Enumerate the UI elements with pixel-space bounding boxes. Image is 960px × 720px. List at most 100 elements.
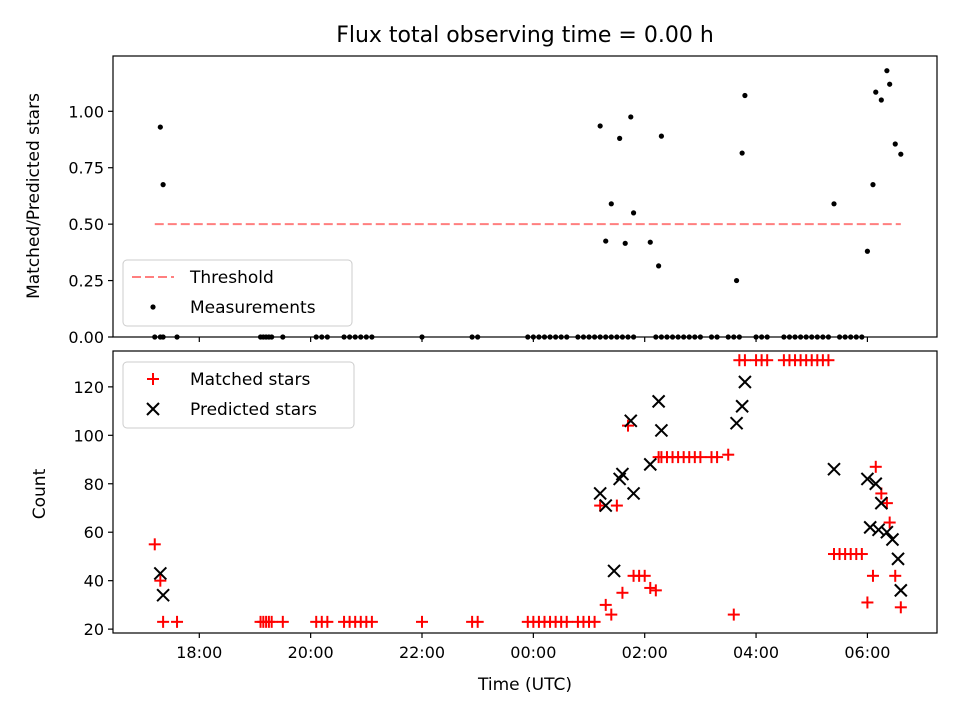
matched-point <box>157 615 170 628</box>
matched-point <box>471 615 484 628</box>
matched-point <box>894 601 907 614</box>
bottom-plot-area <box>148 354 908 628</box>
bottom-y-tick-label: 20 <box>84 620 104 639</box>
measurement-point <box>742 92 748 99</box>
matched-point <box>649 584 662 597</box>
bottom-x-axis-label: Time (UTC) <box>477 675 572 695</box>
measurement-point <box>630 210 637 216</box>
bottom-x-axis: 18:00 20:00 22:00 00:00 02:00 04:00 06:00 <box>176 633 890 662</box>
matched-point <box>722 448 735 461</box>
matched-point <box>599 598 612 611</box>
bottom-x-tick-label: 06:00 <box>844 643 890 662</box>
predicted-point <box>860 472 875 486</box>
measurement-point <box>597 123 603 129</box>
bottom-y-tick-label: 60 <box>84 523 104 542</box>
matched-legend-label: Matched stars <box>190 370 310 390</box>
predicted-point <box>885 532 900 547</box>
predicted-point <box>643 457 657 472</box>
predicted-point <box>871 523 886 537</box>
top-axes-frame <box>112 55 938 338</box>
predicted-point <box>599 498 613 513</box>
predicted-point <box>880 525 894 539</box>
bottom-x-tick-label: 04:00 <box>733 643 779 662</box>
matched-point <box>727 608 740 621</box>
measurement-point <box>658 133 665 139</box>
predicted-point <box>593 486 607 501</box>
top-chart-title: Flux total observing time = 0.00 h <box>336 23 714 48</box>
measurement-point <box>884 68 890 74</box>
measurement-point <box>892 141 898 147</box>
matched-point <box>365 615 378 628</box>
matched-legend-swatch <box>147 373 159 385</box>
matched-point <box>154 574 167 587</box>
top-plot-area <box>152 68 904 340</box>
predicted-point <box>738 375 752 389</box>
top-y-tick-label: 0.50 <box>68 215 104 234</box>
predicted-point <box>607 564 621 578</box>
measurements-legend-swatch <box>150 304 156 310</box>
matched-point <box>869 460 882 473</box>
matched-point <box>594 499 607 512</box>
measurement-point <box>622 240 628 246</box>
matched-point <box>605 608 618 621</box>
matched-point <box>866 569 879 582</box>
matched-point <box>265 615 278 628</box>
bottom-y-tick-label: 120 <box>73 378 104 397</box>
bottom-x-tick-label: 22:00 <box>399 643 445 662</box>
bottom-axes-frame <box>112 350 938 634</box>
measurement-point <box>647 239 653 245</box>
matched-point <box>855 548 868 561</box>
bottom-y-axis: 20 40 60 80 100 120 <box>73 378 113 639</box>
measurement-point <box>160 182 166 188</box>
predicted-point <box>827 462 841 476</box>
predicted-point <box>874 496 889 510</box>
measurement-point <box>733 277 740 284</box>
measurements-legend-label: Measurements <box>190 298 316 318</box>
top-legend: Threshold Measurements <box>122 259 353 327</box>
matched-point <box>738 354 751 367</box>
measurement-point <box>878 97 884 103</box>
bottom-y-tick-label: 40 <box>84 572 104 591</box>
top-x-axis-ticks <box>198 337 869 342</box>
bottom-y-axis-label: Count <box>30 468 50 519</box>
matched-point <box>694 451 707 464</box>
matched-point <box>822 354 835 367</box>
measurement-point <box>831 201 837 207</box>
measurement-point <box>608 201 614 207</box>
predicted-point <box>729 416 744 430</box>
matched-point <box>321 615 334 628</box>
bottom-x-tick-label: 18:00 <box>176 643 222 662</box>
measurement-point <box>887 81 893 87</box>
measurement-point <box>870 182 876 188</box>
matched-point <box>616 586 629 599</box>
predicted-point <box>863 520 877 535</box>
bottom-legend: Matched stars Predicted stars <box>122 361 355 429</box>
predicted-point <box>626 486 641 501</box>
top-y-tick-label: 0.00 <box>68 328 104 347</box>
measurement-point <box>603 238 609 244</box>
top-y-axis: 0.00 0.25 0.50 0.75 1.00 <box>68 102 113 347</box>
measurement-point <box>898 151 904 157</box>
predicted-point <box>869 477 883 491</box>
predicted-point <box>654 423 669 438</box>
measurement-point <box>656 263 662 269</box>
matched-point <box>416 615 428 628</box>
measurement-point <box>739 150 745 156</box>
measurement-point <box>628 114 634 120</box>
predicted-point <box>624 414 638 428</box>
bottom-legend-box <box>122 361 355 429</box>
predicted-point <box>156 588 170 602</box>
matched-point <box>761 354 774 367</box>
matched-point <box>638 569 651 582</box>
matched-point <box>622 419 634 432</box>
matched-point <box>711 451 724 464</box>
matched-point <box>148 538 161 551</box>
matched-point <box>610 499 623 512</box>
predicted-point <box>153 566 168 581</box>
bottom-x-tick-label: 02:00 <box>622 643 668 662</box>
matched-point <box>861 596 874 609</box>
predicted-legend-label: Predicted stars <box>190 400 317 420</box>
top-y-tick-label: 1.00 <box>68 102 104 121</box>
threshold-legend-label: Threshold <box>189 268 274 288</box>
